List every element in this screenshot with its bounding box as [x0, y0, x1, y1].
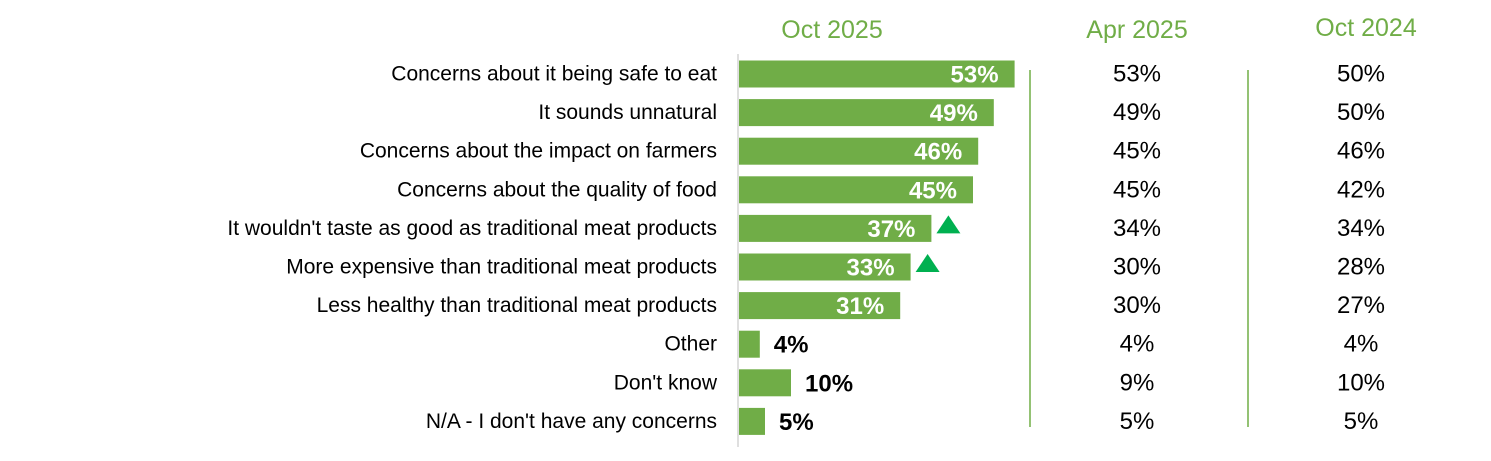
comparison-value: 30%	[1113, 292, 1161, 319]
comparison-value: 34%	[1337, 215, 1385, 242]
category-label: Concerns about the quality of food	[397, 178, 717, 201]
comparison-value: 5%	[1120, 408, 1155, 435]
bar-value-label: 4%	[774, 332, 809, 359]
comparison-value: 45%	[1113, 176, 1161, 203]
comparison-value: 9%	[1120, 369, 1155, 396]
increase-marker-icon	[915, 254, 940, 272]
comparison-value: 34%	[1113, 215, 1161, 242]
bar	[739, 253, 911, 281]
comparison-value: 28%	[1337, 254, 1385, 281]
bar	[739, 330, 760, 358]
comparison-value: 30%	[1113, 254, 1161, 281]
comparison-value: 49%	[1113, 99, 1161, 126]
comparison-value: 42%	[1337, 176, 1385, 203]
series-header: Oct 2024	[1315, 14, 1417, 42]
category-label: N/A - I don't have any concerns	[426, 410, 717, 433]
bar-value-label: 45%	[909, 177, 957, 204]
comparison-value: 10%	[1337, 369, 1385, 396]
bar	[739, 176, 973, 204]
comparison-value: 46%	[1337, 138, 1385, 165]
bar	[739, 292, 901, 320]
comparison-value: 50%	[1337, 99, 1385, 126]
bar-value-label: 49%	[930, 100, 978, 127]
bar-value-label: 33%	[847, 255, 895, 282]
bar-value-label: 37%	[867, 216, 915, 243]
comparison-value: 53%	[1113, 61, 1161, 88]
category-label: Concerns about it being safe to eat	[391, 63, 717, 86]
bar-value-label: 46%	[914, 139, 962, 166]
category-label: Don't know	[614, 371, 718, 394]
bar-value-label: 10%	[805, 370, 853, 397]
series-header: Apr 2025	[1086, 16, 1187, 44]
comparison-value: 50%	[1337, 61, 1385, 88]
series-header: Oct 2025	[781, 16, 882, 44]
comparison-value: 27%	[1337, 292, 1385, 319]
category-label: It sounds unnatural	[538, 101, 717, 124]
bar	[739, 369, 791, 397]
category-label: Other	[664, 333, 717, 356]
category-label: Less healthy than traditional meat produ…	[317, 294, 717, 317]
category-label: More expensive than traditional meat pro…	[286, 256, 717, 279]
comparison-value: 45%	[1113, 138, 1161, 165]
category-label: Concerns about the impact on farmers	[360, 140, 717, 163]
comparison-value: 5%	[1344, 408, 1379, 435]
comparison-value: 4%	[1120, 331, 1155, 358]
bar	[739, 99, 994, 127]
bar-value-label: 53%	[951, 62, 999, 89]
bar	[739, 407, 765, 435]
bar	[739, 60, 1015, 88]
increase-marker-icon	[936, 215, 961, 234]
bar-value-label: 31%	[836, 293, 884, 320]
bar-value-label: 5%	[779, 409, 814, 436]
bar	[739, 214, 932, 242]
comparison-value: 4%	[1344, 331, 1379, 358]
bar	[739, 137, 979, 165]
category-label: It wouldn't taste as good as traditional…	[227, 217, 717, 240]
